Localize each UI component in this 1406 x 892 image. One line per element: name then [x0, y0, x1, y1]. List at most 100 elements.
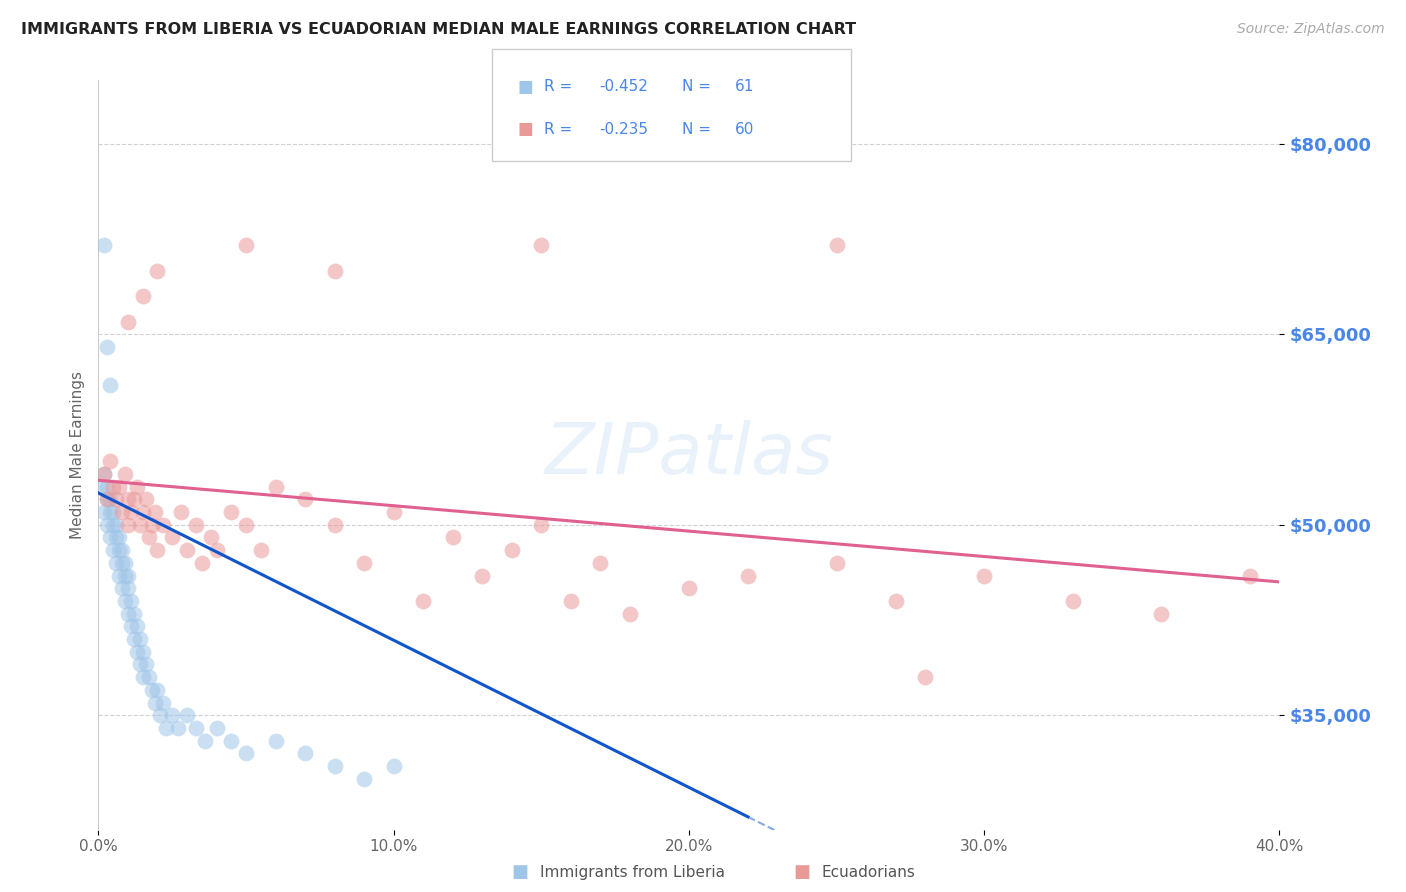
- Point: [973, 568, 995, 582]
- Point: [382, 759, 405, 773]
- Point: [120, 594, 142, 608]
- Point: [103, 517, 125, 532]
- Point: [143, 696, 166, 710]
- Text: Source: ZipAtlas.com: Source: ZipAtlas.com: [1237, 22, 1385, 37]
- Point: [619, 607, 641, 621]
- Point: [191, 556, 214, 570]
- Text: ■: ■: [517, 120, 533, 138]
- Text: ■: ■: [793, 863, 810, 881]
- Point: [146, 543, 169, 558]
- Point: [264, 480, 287, 494]
- Point: [323, 264, 346, 278]
- Text: N =: N =: [682, 79, 716, 94]
- Text: 60: 60: [735, 122, 755, 136]
- Point: [128, 657, 150, 672]
- Point: [1150, 607, 1173, 621]
- Point: [98, 492, 121, 507]
- Point: [125, 619, 148, 633]
- Point: [108, 543, 131, 558]
- Point: [323, 517, 346, 532]
- Point: [120, 619, 142, 633]
- Point: [176, 543, 198, 558]
- Point: [560, 594, 582, 608]
- Point: [125, 645, 148, 659]
- Point: [501, 543, 523, 558]
- Point: [117, 568, 139, 582]
- Point: [235, 238, 257, 252]
- Point: [132, 505, 155, 519]
- Point: [93, 467, 115, 481]
- Text: Immigrants from Liberia: Immigrants from Liberia: [540, 865, 725, 880]
- Text: ZIPatlas: ZIPatlas: [544, 420, 834, 490]
- Point: [96, 492, 118, 507]
- Point: [111, 543, 134, 558]
- Point: [884, 594, 907, 608]
- Point: [90, 480, 112, 494]
- Point: [412, 594, 434, 608]
- Point: [103, 480, 125, 494]
- Point: [114, 568, 136, 582]
- Point: [96, 517, 118, 532]
- Point: [105, 531, 128, 545]
- Point: [103, 505, 125, 519]
- Point: [98, 454, 121, 468]
- Point: [176, 708, 198, 723]
- Point: [264, 733, 287, 747]
- Point: [108, 480, 131, 494]
- Point: [235, 747, 257, 761]
- Text: ■: ■: [512, 863, 529, 881]
- Point: [471, 568, 494, 582]
- Point: [122, 492, 145, 507]
- Point: [141, 517, 163, 532]
- Point: [382, 505, 405, 519]
- Point: [167, 721, 190, 735]
- Point: [132, 670, 155, 684]
- Point: [96, 480, 118, 494]
- Text: Ecuadorians: Ecuadorians: [821, 865, 915, 880]
- Point: [737, 568, 759, 582]
- Point: [162, 531, 183, 545]
- Point: [149, 708, 172, 723]
- Text: N =: N =: [682, 122, 716, 136]
- Point: [155, 721, 177, 735]
- Point: [117, 492, 139, 507]
- Point: [111, 556, 134, 570]
- Point: [205, 543, 228, 558]
- Point: [530, 238, 553, 252]
- Text: IMMIGRANTS FROM LIBERIA VS ECUADORIAN MEDIAN MALE EARNINGS CORRELATION CHART: IMMIGRANTS FROM LIBERIA VS ECUADORIAN ME…: [21, 22, 856, 37]
- Point: [132, 645, 155, 659]
- Point: [98, 378, 121, 392]
- Point: [825, 238, 848, 252]
- Point: [146, 264, 169, 278]
- Point: [146, 682, 169, 697]
- Point: [96, 492, 118, 507]
- Point: [93, 467, 115, 481]
- Point: [914, 670, 936, 684]
- Text: ■: ■: [517, 78, 533, 95]
- Point: [114, 556, 136, 570]
- Point: [194, 733, 217, 747]
- Point: [353, 556, 375, 570]
- Point: [117, 581, 139, 595]
- Point: [825, 556, 848, 570]
- Text: -0.235: -0.235: [599, 122, 648, 136]
- Point: [170, 505, 193, 519]
- Point: [1239, 568, 1261, 582]
- Point: [135, 657, 157, 672]
- Point: [135, 492, 157, 507]
- Point: [105, 517, 128, 532]
- Text: R =: R =: [544, 122, 578, 136]
- Point: [184, 721, 207, 735]
- Point: [108, 531, 131, 545]
- Point: [105, 556, 128, 570]
- Point: [589, 556, 612, 570]
- Point: [114, 467, 136, 481]
- Point: [678, 581, 700, 595]
- Point: [200, 531, 222, 545]
- Point: [162, 708, 183, 723]
- Point: [96, 340, 118, 354]
- Point: [98, 505, 121, 519]
- Point: [205, 721, 228, 735]
- Point: [117, 517, 139, 532]
- Point: [138, 531, 160, 545]
